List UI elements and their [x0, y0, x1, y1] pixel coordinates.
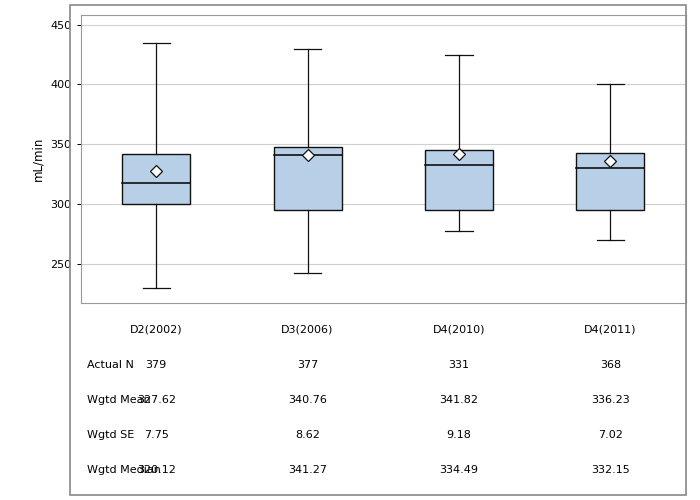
Text: 332.15: 332.15	[591, 466, 630, 475]
Text: D3(2006): D3(2006)	[281, 325, 334, 335]
Bar	[425, 150, 493, 210]
Bar	[576, 153, 645, 210]
Text: Wgtd Mean: Wgtd Mean	[87, 395, 150, 405]
Bar	[122, 154, 190, 204]
Text: 341.27: 341.27	[288, 466, 327, 475]
Text: 377: 377	[297, 360, 319, 370]
Text: 9.18: 9.18	[447, 430, 471, 440]
Bar	[274, 147, 342, 210]
Text: 334.49: 334.49	[440, 466, 478, 475]
Text: 368: 368	[600, 360, 621, 370]
Text: 336.23: 336.23	[591, 395, 630, 405]
Text: Actual N: Actual N	[87, 360, 134, 370]
Text: D4(2010): D4(2010)	[433, 325, 485, 335]
Text: 7.02: 7.02	[598, 430, 623, 440]
Text: 340.76: 340.76	[288, 395, 327, 405]
Text: D2(2002): D2(2002)	[130, 325, 183, 335]
Text: 379: 379	[146, 360, 167, 370]
Text: 7.75: 7.75	[144, 430, 169, 440]
Text: 320.12: 320.12	[136, 466, 176, 475]
Text: D4(2011): D4(2011)	[584, 325, 636, 335]
Text: Wgtd Median: Wgtd Median	[87, 466, 160, 475]
Text: 331: 331	[449, 360, 470, 370]
Y-axis label: mL/min: mL/min	[32, 136, 45, 181]
Text: Wgtd SE: Wgtd SE	[87, 430, 134, 440]
Text: 341.82: 341.82	[440, 395, 478, 405]
Text: 327.62: 327.62	[136, 395, 176, 405]
Text: 8.62: 8.62	[295, 430, 320, 440]
